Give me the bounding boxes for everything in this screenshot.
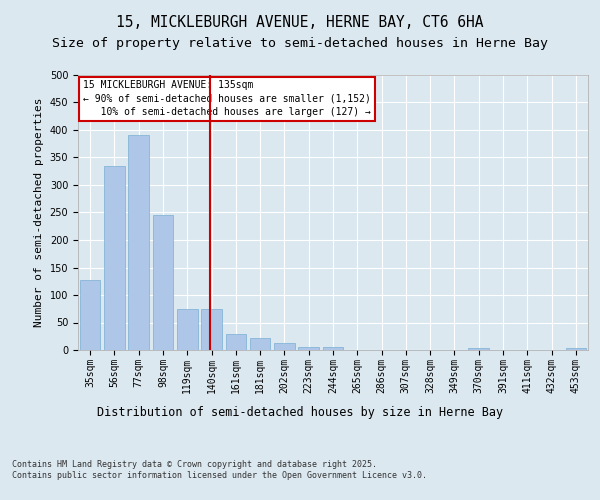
Bar <box>152 215 173 350</box>
Y-axis label: Number of semi-detached properties: Number of semi-detached properties <box>34 98 44 327</box>
Bar <box>128 136 149 350</box>
Bar <box>298 347 319 350</box>
Bar <box>566 348 586 350</box>
Text: Distribution of semi-detached houses by size in Herne Bay: Distribution of semi-detached houses by … <box>97 406 503 419</box>
Bar <box>201 308 222 350</box>
Bar <box>469 348 489 350</box>
Bar <box>250 338 271 350</box>
Text: 15 MICKLEBURGH AVENUE: 135sqm
← 90% of semi-detached houses are smaller (1,152)
: 15 MICKLEBURGH AVENUE: 135sqm ← 90% of s… <box>83 80 371 117</box>
Bar <box>226 334 246 350</box>
Text: Contains HM Land Registry data © Crown copyright and database right 2025.
Contai: Contains HM Land Registry data © Crown c… <box>12 460 427 479</box>
Bar <box>323 347 343 350</box>
Bar <box>80 280 100 350</box>
Text: Size of property relative to semi-detached houses in Herne Bay: Size of property relative to semi-detach… <box>52 38 548 51</box>
Text: 15, MICKLEBURGH AVENUE, HERNE BAY, CT6 6HA: 15, MICKLEBURGH AVENUE, HERNE BAY, CT6 6… <box>116 15 484 30</box>
Bar <box>104 166 125 350</box>
Bar <box>274 344 295 350</box>
Bar <box>177 308 197 350</box>
